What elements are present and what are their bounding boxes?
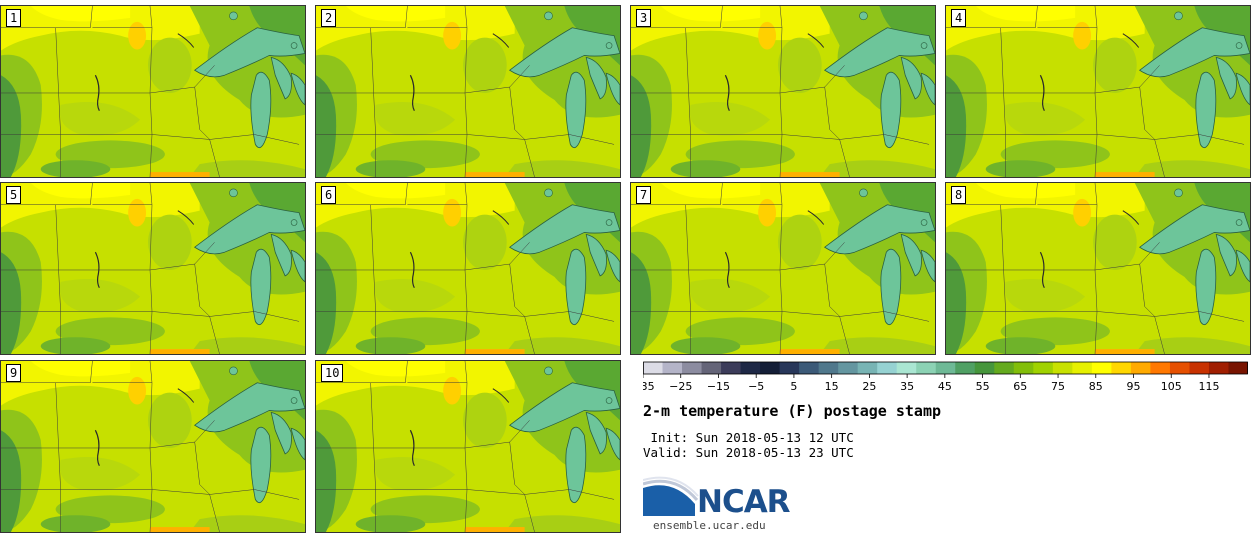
colorbar-swatch — [935, 362, 956, 374]
colorbar-tick-label: 65 — [1013, 380, 1027, 393]
member-number-label: 4 — [951, 9, 967, 27]
colorbar-swatch — [1072, 362, 1093, 374]
colorbar-swatch — [662, 362, 683, 374]
member-number-label: 7 — [636, 186, 652, 204]
init-time: Init: Sun 2018-05-13 12 UTC — [643, 430, 854, 445]
colorbar-swatch — [682, 362, 703, 374]
colorbar-swatch — [643, 362, 664, 374]
colorbar-tick-label: 95 — [1127, 380, 1141, 393]
colorbar-swatch — [994, 362, 1015, 374]
temperature-map — [1, 6, 305, 177]
member-panel-4: 4 — [945, 5, 1251, 178]
colorbar-swatch — [701, 362, 722, 374]
member-number-label: 3 — [636, 9, 652, 27]
member-panel-6: 6 — [315, 182, 621, 355]
member-panel-3: 3 — [630, 5, 936, 178]
temperature-map — [316, 361, 620, 532]
temperature-map — [946, 6, 1250, 177]
colorbar-tick-label: 25 — [862, 380, 876, 393]
colorbar-swatch — [838, 362, 859, 374]
valid-time: Valid: Sun 2018-05-13 23 UTC — [643, 445, 854, 460]
colorbar-tick-label: 35 — [900, 380, 914, 393]
colorbar-tick-label: −25 — [669, 380, 692, 393]
member-number-label: 1 — [6, 9, 22, 27]
colorbar-swatch — [740, 362, 761, 374]
member-panel-5: 5 — [0, 182, 306, 355]
member-number-label: 2 — [321, 9, 337, 27]
colorbar-tick-label: −15 — [707, 380, 730, 393]
temperature-map — [316, 6, 620, 177]
member-panel-7: 7 — [630, 182, 936, 355]
colorbar-swatch — [799, 362, 820, 374]
colorbar-swatch — [1091, 362, 1112, 374]
temperature-map — [1, 361, 305, 532]
colorbar-tick-label: 115 — [1198, 380, 1219, 393]
colorbar-tick-label: 75 — [1051, 380, 1065, 393]
colorbar-swatch — [1130, 362, 1151, 374]
temperature-map — [316, 183, 620, 354]
colorbar-swatch — [955, 362, 976, 374]
colorbar-tick-label: −5 — [748, 380, 764, 393]
member-number-label: 5 — [6, 186, 22, 204]
colorbar-swatch — [1111, 362, 1132, 374]
member-panel-1: 1 — [0, 5, 306, 178]
colorbar-swatch — [857, 362, 878, 374]
ncar-logo-icon — [643, 476, 699, 516]
temperature-colorbar: −35 −25 −15 −5 5 15 25 35 45 55 65 75 85 95 105 115 — [643, 361, 1248, 393]
colorbar-swatch — [1150, 362, 1171, 374]
member-number-label: 9 — [6, 364, 22, 382]
member-panel-8: 8 — [945, 182, 1251, 355]
colorbar-frame — [643, 361, 1248, 375]
member-number-label: 6 — [321, 186, 337, 204]
colorbar-swatch — [916, 362, 937, 374]
member-panel-9: 9 — [0, 360, 306, 533]
website-link[interactable]: ensemble.ucar.edu — [653, 519, 766, 532]
chart-title: 2-m temperature (F) postage stamp — [643, 402, 942, 420]
colorbar-swatch — [1189, 362, 1210, 374]
colorbar-tick-label: 5 — [790, 380, 797, 393]
colorbar-swatch — [1052, 362, 1073, 374]
colorbar-tick-label: 85 — [1089, 380, 1103, 393]
member-panel-2: 2 — [315, 5, 621, 178]
colorbar-swatch — [760, 362, 781, 374]
member-number-label: 10 — [321, 364, 344, 382]
colorbar-swatch — [1169, 362, 1190, 374]
colorbar-tick-label: −35 — [643, 380, 655, 393]
colorbar-swatch — [1033, 362, 1054, 374]
colorbar-tick-label: 15 — [825, 380, 839, 393]
temperature-map — [1, 183, 305, 354]
member-number-label: 8 — [951, 186, 967, 204]
colorbar-swatch — [779, 362, 800, 374]
temperature-map — [946, 183, 1250, 354]
colorbar-swatch — [1013, 362, 1034, 374]
member-panel-10: 10 — [315, 360, 621, 533]
colorbar-swatch — [818, 362, 839, 374]
ncar-logo-text: NCAR — [697, 484, 791, 520]
colorbar-swatch — [896, 362, 917, 374]
colorbar-swatch — [974, 362, 995, 374]
colorbar-tick-label: 45 — [938, 380, 952, 393]
colorbar-swatch — [1228, 362, 1248, 374]
temperature-map — [631, 6, 935, 177]
colorbar-tick-label: 55 — [976, 380, 990, 393]
colorbar-swatch — [877, 362, 898, 374]
colorbar-swatch — [1208, 362, 1229, 374]
colorbar-tick-label: 105 — [1161, 380, 1182, 393]
colorbar-swatch — [721, 362, 742, 374]
temperature-map — [631, 183, 935, 354]
